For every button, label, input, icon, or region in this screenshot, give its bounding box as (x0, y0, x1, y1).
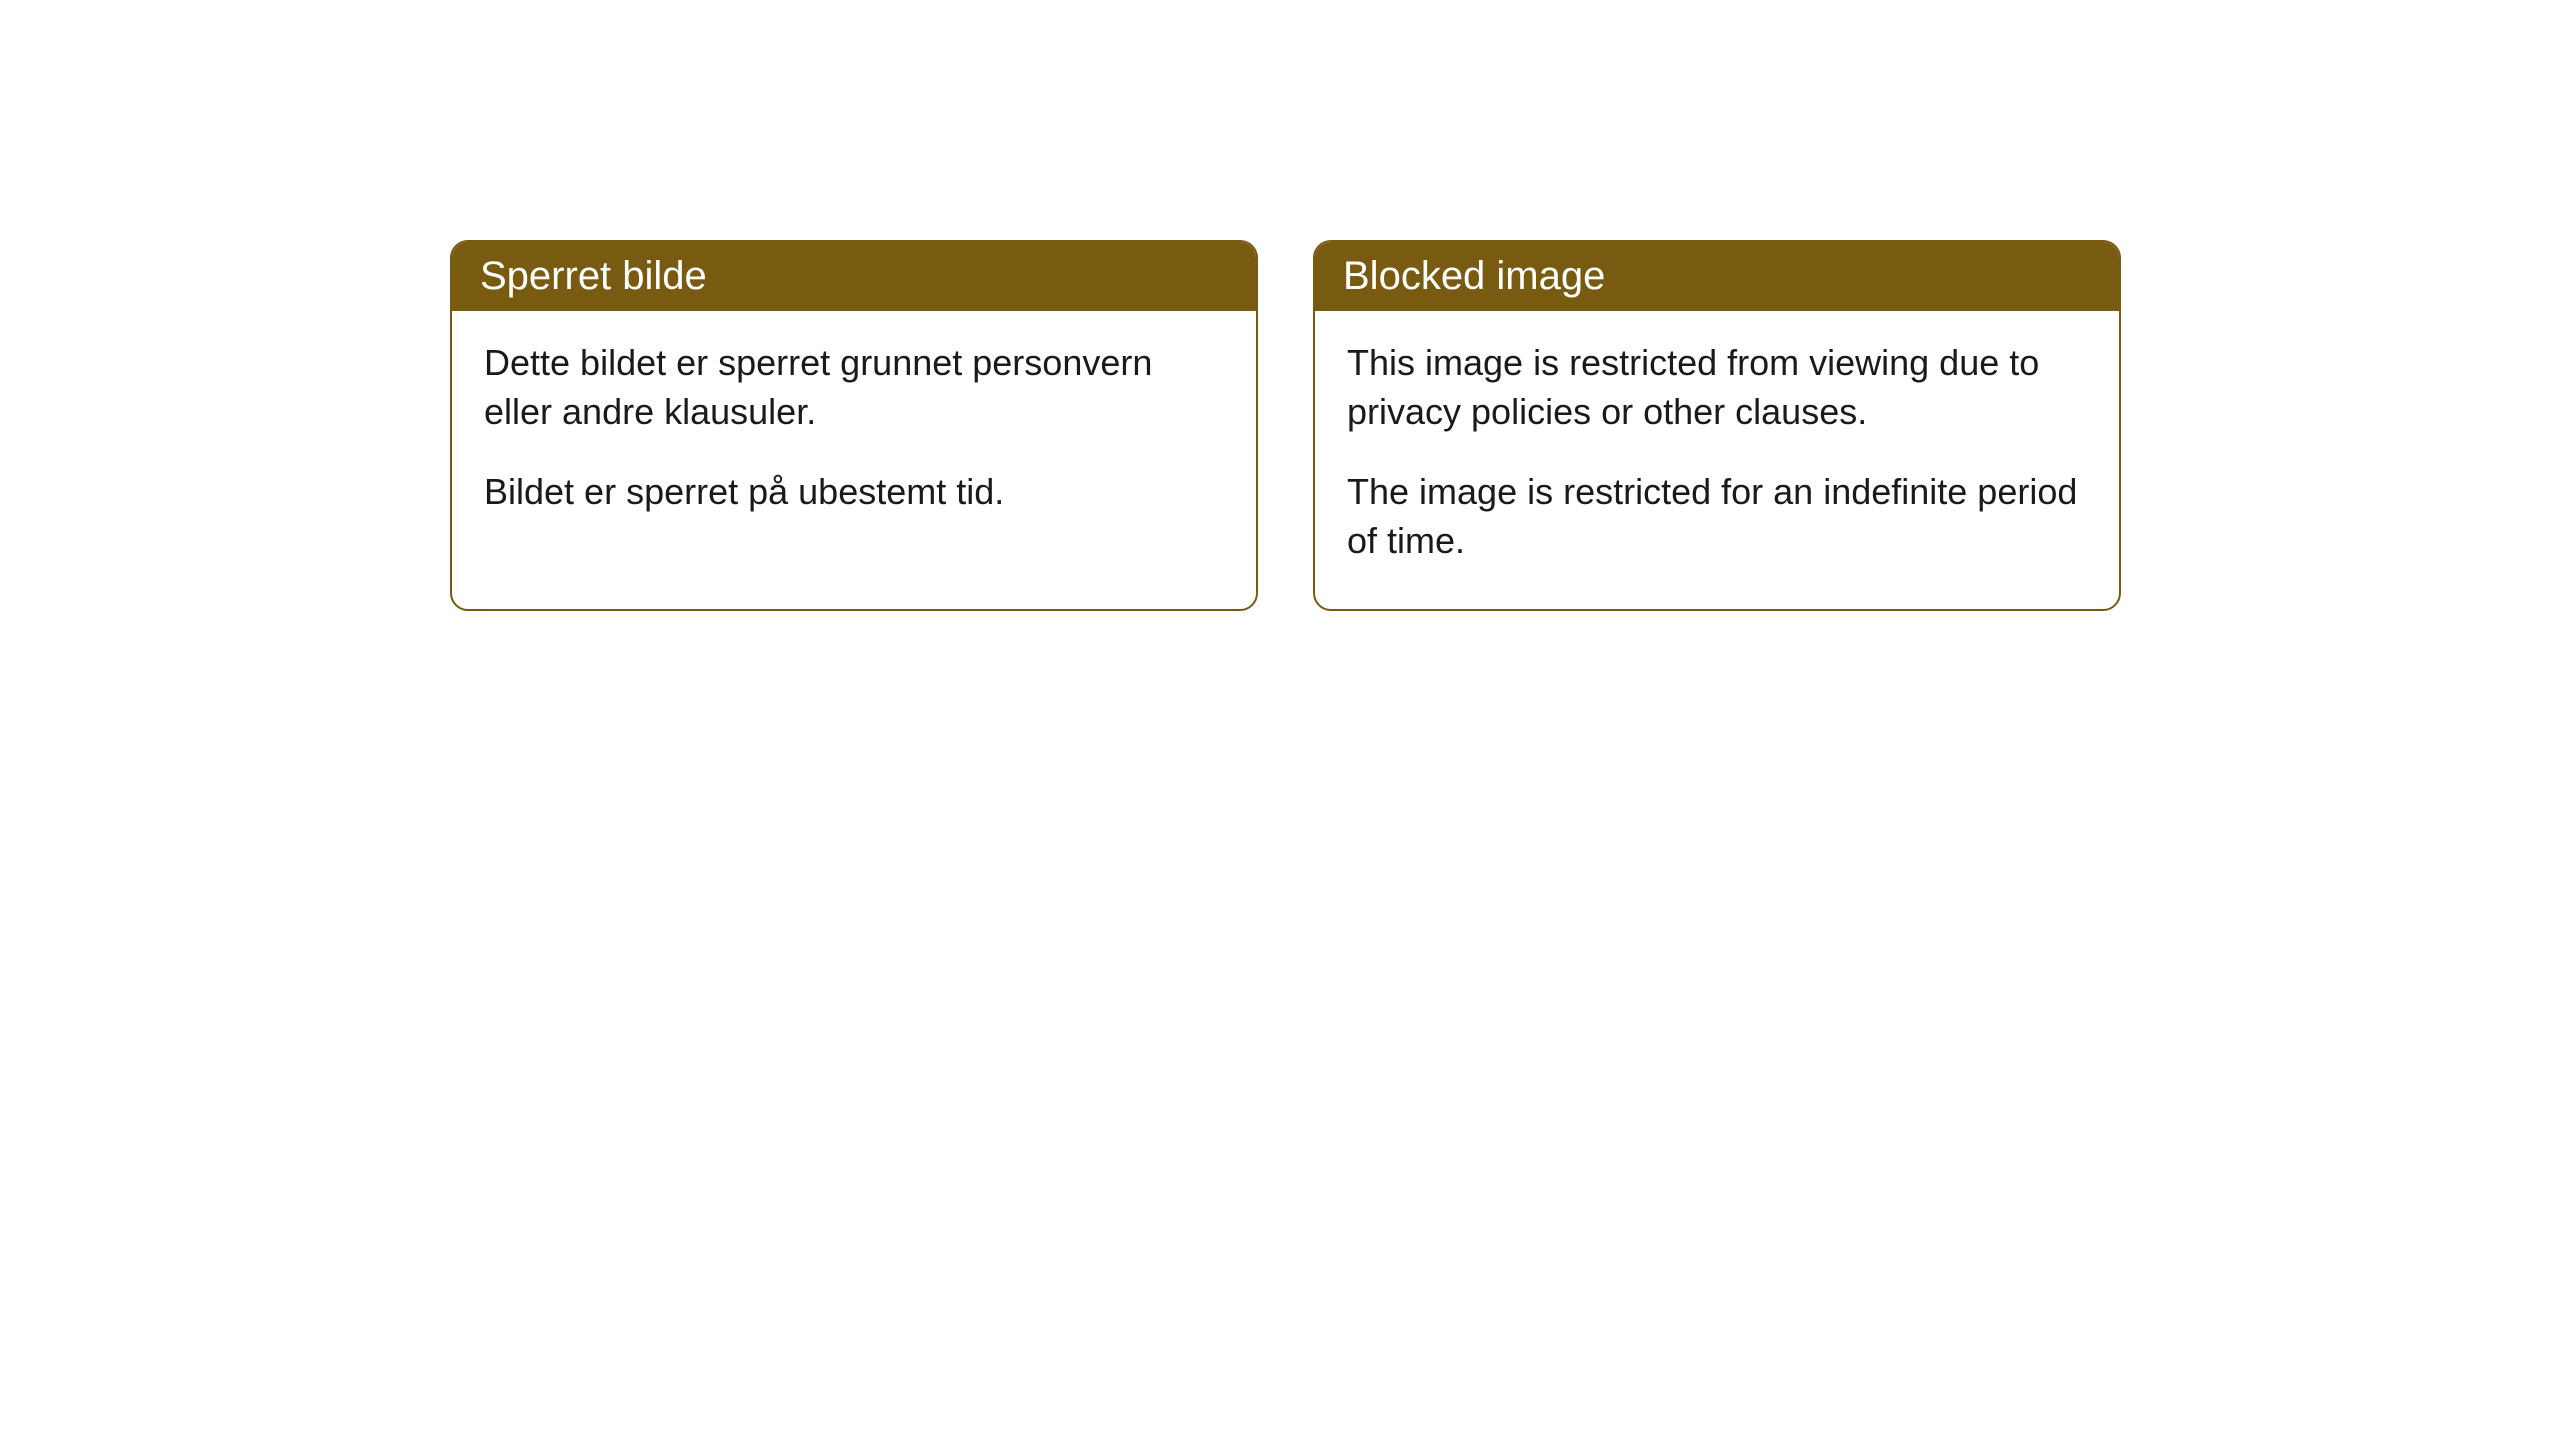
cards-container: Sperret bilde Dette bildet er sperret gr… (450, 240, 2121, 611)
card-header-norwegian: Sperret bilde (452, 242, 1256, 311)
card-english: Blocked image This image is restricted f… (1313, 240, 2121, 611)
card-body-english: This image is restricted from viewing du… (1315, 311, 2119, 609)
card-paragraph: The image is restricted for an indefinit… (1347, 468, 2087, 565)
card-norwegian: Sperret bilde Dette bildet er sperret gr… (450, 240, 1258, 611)
card-body-norwegian: Dette bildet er sperret grunnet personve… (452, 311, 1256, 561)
card-paragraph: Dette bildet er sperret grunnet personve… (484, 339, 1224, 436)
card-paragraph: This image is restricted from viewing du… (1347, 339, 2087, 436)
card-header-english: Blocked image (1315, 242, 2119, 311)
card-paragraph: Bildet er sperret på ubestemt tid. (484, 468, 1224, 517)
